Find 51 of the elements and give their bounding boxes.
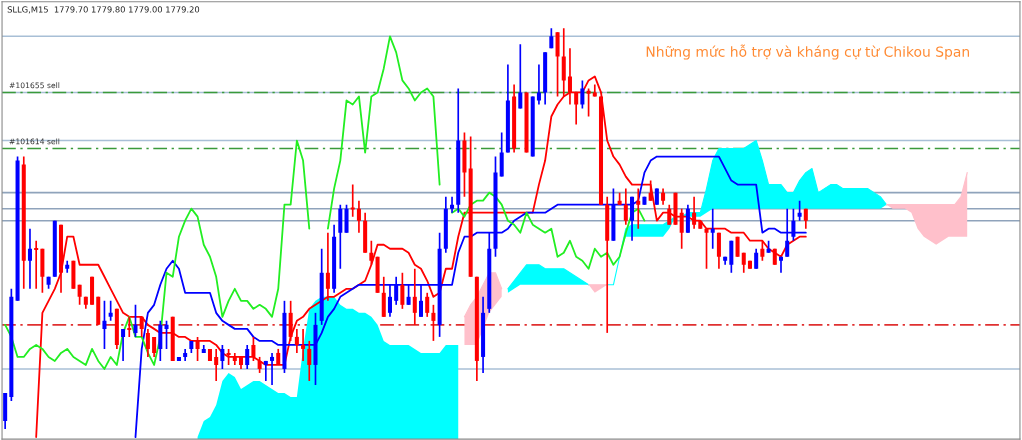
candlestick xyxy=(108,299,113,322)
candlestick xyxy=(406,283,411,306)
candlestick xyxy=(710,207,715,250)
candlestick xyxy=(418,283,424,318)
candlestick xyxy=(648,179,653,202)
candlestick xyxy=(791,207,796,242)
candlestick xyxy=(139,316,144,338)
candlestick xyxy=(102,299,107,350)
candlestick xyxy=(760,239,765,262)
candlestick xyxy=(400,271,405,310)
candlestick xyxy=(369,239,374,266)
candlestick xyxy=(195,336,200,362)
candlestick xyxy=(294,328,299,354)
candlestick xyxy=(586,87,591,118)
candlestick xyxy=(536,63,541,106)
annotation: Những mức hỗ trợ và kháng cự từ Chikou Span xyxy=(646,44,969,60)
candlestick xyxy=(797,199,802,222)
candlestick xyxy=(431,303,436,342)
candlestick xyxy=(387,283,392,318)
candlestick xyxy=(394,275,399,306)
candlestick xyxy=(270,352,275,386)
candlestick xyxy=(145,328,150,358)
candlestick xyxy=(623,187,628,226)
candlestick xyxy=(121,328,126,362)
candlestick xyxy=(127,316,132,338)
candlestick xyxy=(214,348,219,382)
candlestick xyxy=(251,336,256,362)
candlestick xyxy=(350,183,355,218)
candlestick xyxy=(220,344,225,370)
candlestick xyxy=(692,195,697,230)
candlestick xyxy=(356,199,361,234)
candlestick xyxy=(164,320,169,350)
candlestick xyxy=(245,344,250,370)
candlestick xyxy=(754,247,759,270)
candlestick xyxy=(704,227,709,270)
candlestick xyxy=(425,291,430,318)
candlestick xyxy=(133,303,138,338)
candlestick xyxy=(785,207,790,258)
candlestick xyxy=(580,79,585,110)
candlestick xyxy=(636,187,641,230)
candlestick xyxy=(34,239,39,290)
candlestick xyxy=(679,207,684,250)
candlestick xyxy=(325,231,330,302)
candlestick xyxy=(27,227,32,290)
candlestick xyxy=(574,91,579,126)
candlestick xyxy=(412,267,417,326)
candlestick xyxy=(301,328,306,362)
candlestick xyxy=(518,43,523,110)
candlestick xyxy=(307,340,312,382)
chart-title: SLLG,M15 1779.70 1779.80 1779.00 1779.20 xyxy=(7,6,200,14)
candlestick xyxy=(667,203,672,226)
